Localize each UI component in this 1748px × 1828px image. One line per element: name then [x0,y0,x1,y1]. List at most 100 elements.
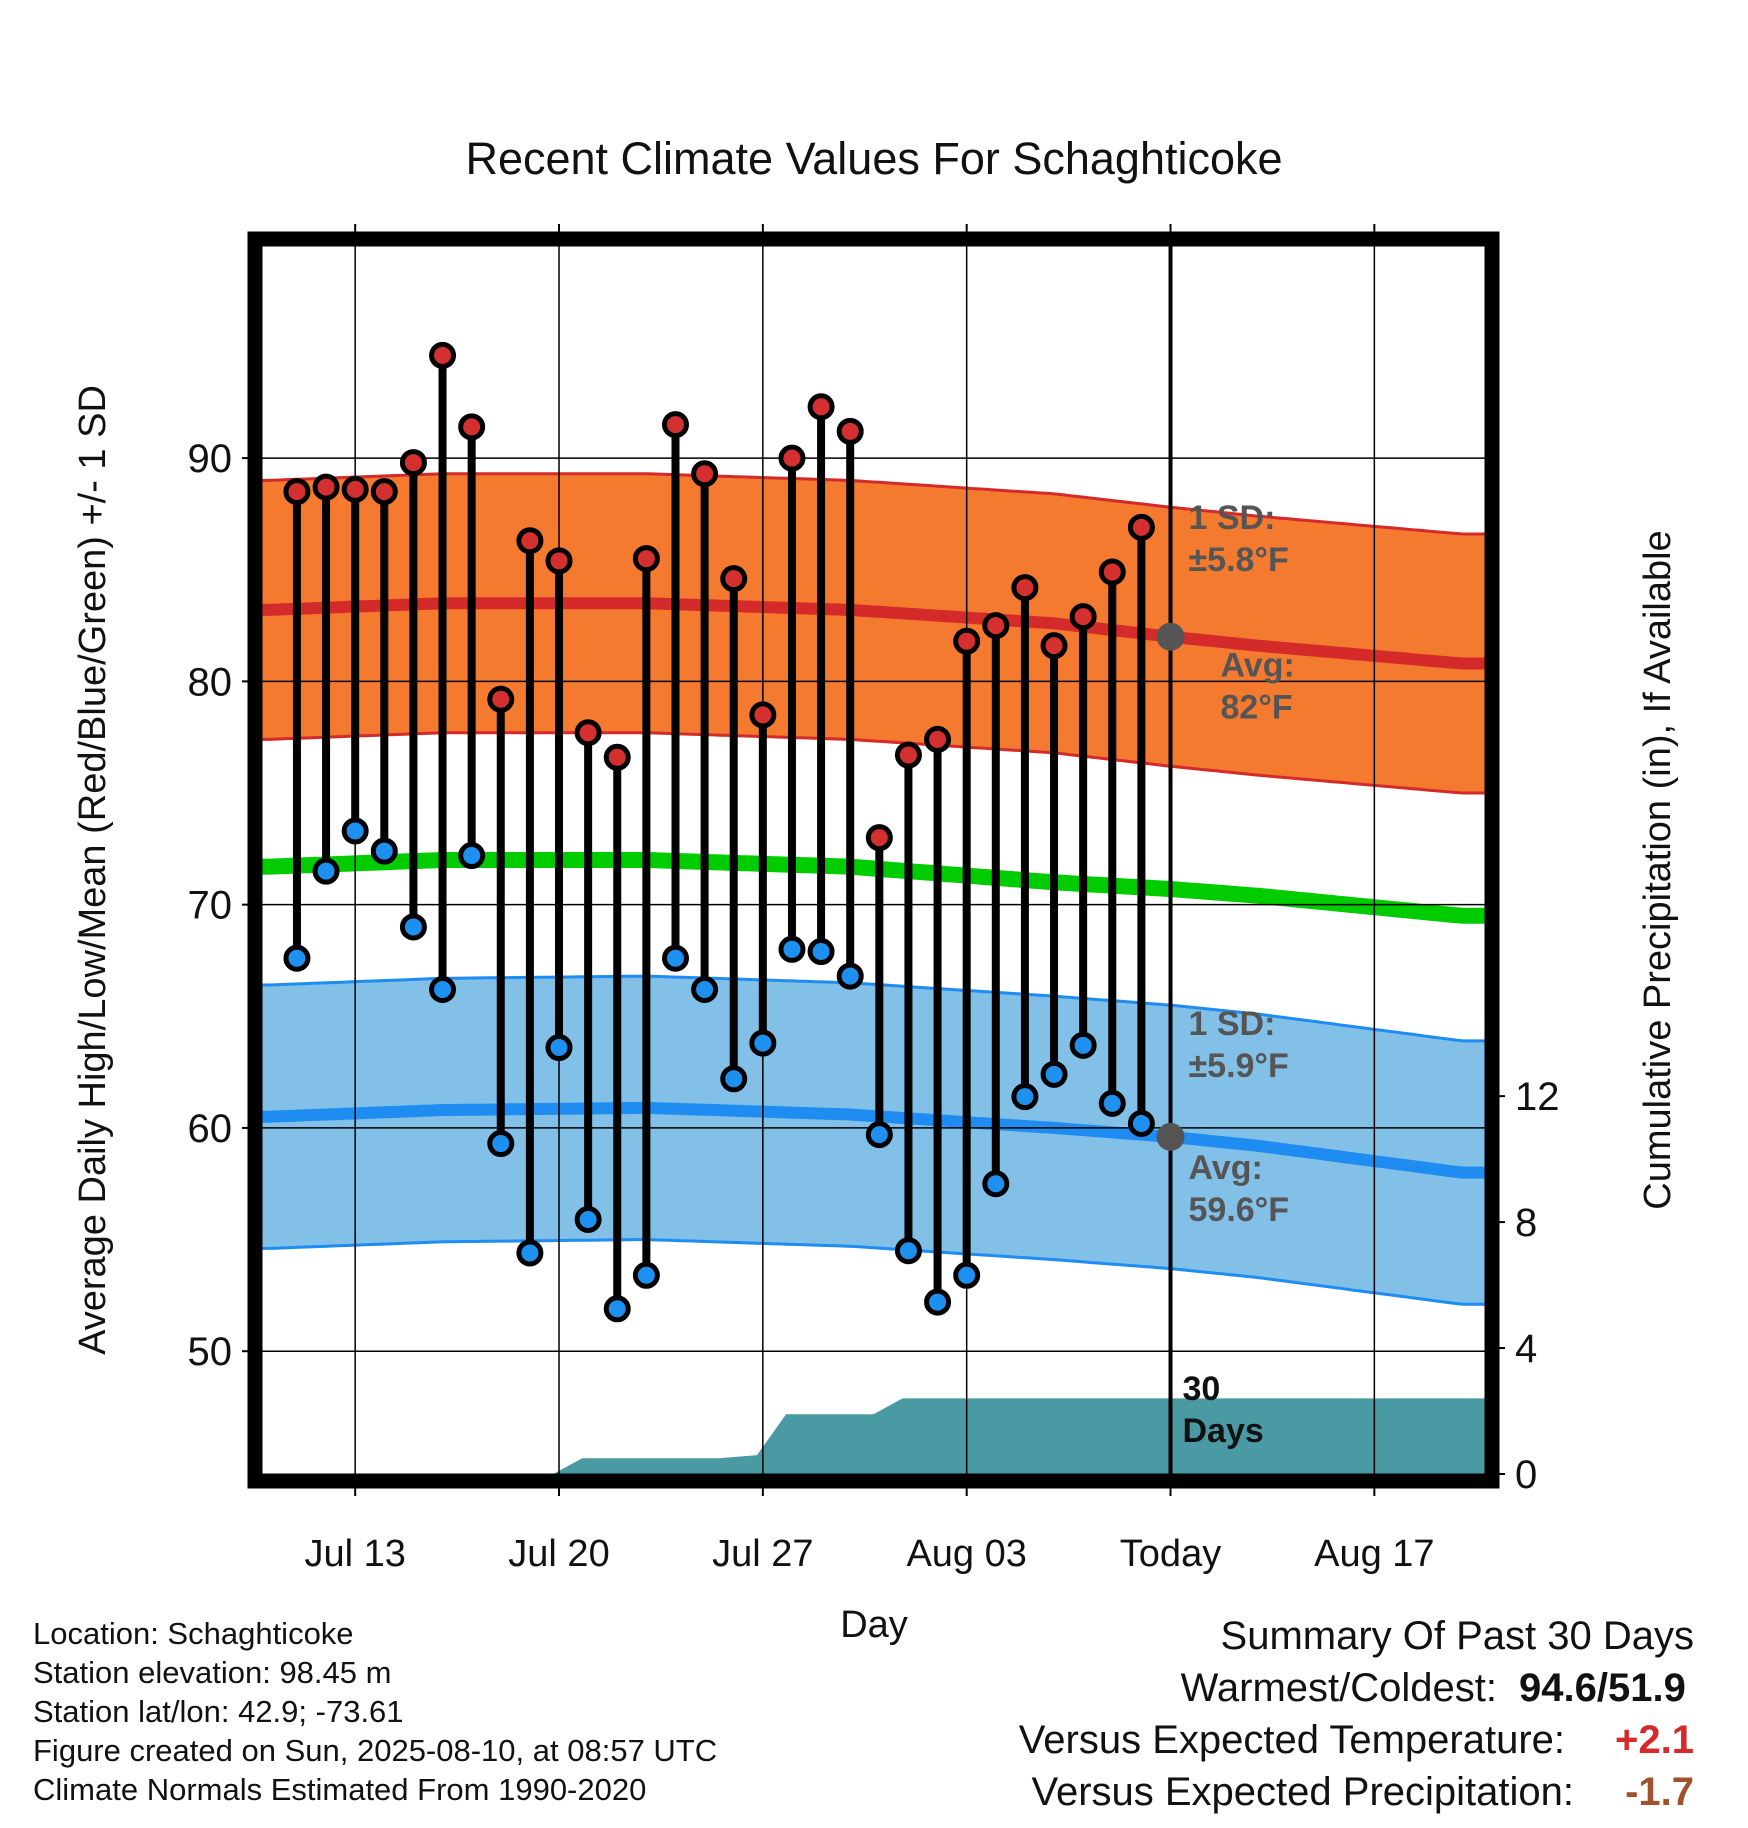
today-low-avg-marker [1156,1122,1185,1151]
daily-low-point [924,1288,952,1316]
y2-axis-label: Cumulative Precipitation (in), If Availa… [1637,530,1679,1209]
daily-low-point [603,1295,631,1323]
daily-low-point [1127,1109,1155,1137]
daily-low-point [691,975,719,1003]
normal-high-upper-edge [262,472,1485,536]
summary-title: Summary Of Past 30 Days [1220,1614,1694,1658]
daily-high-point [749,701,777,729]
daily-high-point [691,460,719,488]
summary-precipitation: Versus Expected Precipitation: -1.7 [1019,1766,1694,1818]
daily-high-point [720,565,748,593]
daily-low-point [1040,1060,1068,1088]
elevation-text: Station elevation: 98.45 m [33,1655,392,1690]
daily-low-point [778,935,806,963]
daily-high-point [778,444,806,472]
x-tick-label: Jul 27 [712,1533,813,1575]
high-sd-value: ±5.8°F [1189,541,1289,579]
daily-low-point [429,975,457,1003]
x-axis-label: Day [840,1604,908,1646]
low-sd-label: 1 SD: [1189,1005,1276,1043]
summary-panel: Summary Of Past 30 Days Warmest/Coldest:… [1019,1610,1694,1818]
daily-high-point [894,741,922,769]
daily-high-point [487,685,515,713]
daily-high-point [545,547,573,575]
precip-value: -1.7 [1625,1770,1694,1814]
y-tick-label: 80 [188,660,233,704]
low-avg-label: Avg: [1189,1149,1263,1187]
location-text: Location: Schaghticoke [33,1616,354,1651]
y-tick-label: 90 [188,437,233,481]
today-high-avg-marker [1156,622,1185,651]
x-tick-label: Jul 20 [508,1533,609,1575]
daily-high-point [1011,574,1039,602]
daily-low-point [1011,1083,1039,1111]
daily-high-point [341,475,369,503]
y2-tick-label: 8 [1515,1201,1537,1245]
daily-low-point [807,938,835,966]
daily-low-point [982,1170,1010,1198]
precip-area [553,1398,1485,1474]
daily-high-point [632,545,660,573]
y2-tick-label: 0 [1515,1453,1537,1497]
daily-high-point [1040,632,1068,660]
daily-high-point [1098,558,1126,586]
y-axis-label: Average Daily High/Low/Mean (Red/Blue/Gr… [72,385,114,1355]
daily-high-point [429,341,457,369]
daily-low-point [1098,1089,1126,1117]
daily-high-point [283,478,311,506]
daily-high-point [312,473,340,501]
daily-high-point [661,411,689,439]
daily-low-point [894,1237,922,1265]
daily-low-point [399,913,427,941]
normal-low-upper-edge [262,974,1485,1043]
daily-high-point [399,449,427,477]
daily-low-point [283,944,311,972]
temp-value: +2.1 [1615,1718,1694,1762]
daily-high-point [982,612,1010,640]
x-tick-label: Aug 03 [906,1533,1026,1575]
normal-low-lower-edge [262,1238,1485,1306]
daily-high-point [574,719,602,747]
daily-high-point [924,725,952,753]
plot-area [262,246,1485,1474]
summary-temperature: Versus Expected Temperature: +2.1 [1019,1714,1694,1766]
daily-high-point [1127,513,1155,541]
normal-low-line [262,1101,1485,1179]
daily-low-point [1069,1031,1097,1059]
x-tick-label: Today [1120,1533,1221,1575]
created-text: Figure created on Sun, 2025-08-10, at 08… [33,1733,718,1768]
daily-low-point [458,842,486,870]
days-label-number: 30 [1183,1370,1221,1408]
y2-tick-label: 4 [1515,1327,1537,1371]
daily-low-point [953,1261,981,1289]
y-tick-label: 50 [188,1330,233,1374]
daily-low-point [661,944,689,972]
normals-text: Climate Normals Estimated From 1990-2020 [33,1772,647,1807]
station-info: Location: Schaghticoke Station elevation… [33,1614,717,1809]
daily-high-point [953,627,981,655]
high-avg-value: 82°F [1221,689,1293,727]
daily-low-point [312,857,340,885]
daily-low-point [545,1034,573,1062]
daily-high-point [370,478,398,506]
daily-high-point [603,743,631,771]
daily-low-point [370,837,398,865]
y-tick-label: 60 [188,1107,233,1151]
low-sd-value: ±5.9°F [1189,1047,1289,1085]
x-tick-label: Jul 13 [304,1533,405,1575]
warm-cold-value: 94.6/51.9 [1519,1666,1686,1710]
chart-title: Recent Climate Values For Schaghticoke [465,133,1282,184]
y2-tick-label: 12 [1515,1075,1560,1119]
latlon-text: Station lat/lon: 42.9; -73.61 [33,1694,404,1729]
plot-frame [247,231,1500,1489]
daily-low-point [341,817,369,845]
temp-label: Versus Expected Temperature: [1018,1718,1566,1762]
daily-low-point [516,1239,544,1267]
summary-warm-cold: Warmest/Coldest: 94.6/51.9 [1019,1662,1694,1714]
daily-low-point [487,1130,515,1158]
daily-high-point [1069,603,1097,631]
daily-low-point [720,1065,748,1093]
daily-high-point [458,413,486,441]
daily-low-point [749,1029,777,1057]
